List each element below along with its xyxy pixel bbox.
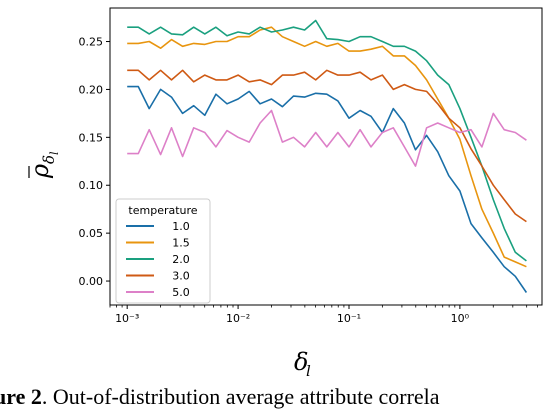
- legend-label-4: 5.0: [172, 286, 190, 299]
- y-tick-label: 0.05: [79, 227, 104, 240]
- x-axis-label-subscript: l: [306, 362, 311, 380]
- y-axis-label-subsubscript: l: [48, 151, 61, 155]
- figure-caption: ure 2. Out-of-distribution average attri…: [0, 384, 440, 410]
- ticks-layer: 0.00 0.05 0.10 0.15 0.20 0.25 10⁻³ 10⁻² 10⁻¹ 10⁰: [79, 36, 538, 325]
- figure-caption-text: . Out-of-distribution average attribute …: [41, 384, 440, 409]
- series-layer: [127, 19, 528, 293]
- legend: temperature 1.0 1.5 2.0 3.0 5.0: [115, 198, 211, 304]
- y-axis-label-subscript: δ: [40, 155, 58, 164]
- series-line-0: [127, 85, 528, 293]
- x-axis-label: δ l: [294, 348, 311, 380]
- legend-label-0: 1.0: [172, 220, 190, 233]
- y-tick-label: 0.15: [79, 131, 104, 144]
- legend-label-2: 2.0: [172, 253, 190, 266]
- legend-label-3: 3.0: [172, 270, 190, 283]
- series-line-3: [127, 69, 527, 223]
- series-line-4: [127, 109, 527, 167]
- x-tick-label: 10⁻³: [115, 312, 139, 325]
- y-tick-label: 0.20: [79, 83, 104, 96]
- x-tick-label: 10⁻²: [226, 312, 250, 325]
- y-axis-label: ρ δ l: [26, 151, 61, 179]
- x-tick-label: 10⁰: [451, 312, 470, 325]
- series-line-2: [127, 19, 527, 262]
- y-tick-label: 0.25: [79, 36, 104, 49]
- y-tick-label: 0.10: [79, 179, 104, 192]
- x-axis-label-symbol: δ: [294, 348, 308, 376]
- y-axis-label-symbol: ρ: [26, 164, 54, 179]
- legend-title: temperature: [128, 204, 197, 217]
- x-tick-label: 10⁻¹: [337, 312, 361, 325]
- series-line-1: [127, 26, 527, 268]
- figure-caption-label: ure 2: [0, 384, 42, 409]
- legend-label-1: 1.5: [172, 237, 190, 250]
- axes-frame: [109, 7, 543, 306]
- y-tick-label: 0.00: [79, 275, 104, 288]
